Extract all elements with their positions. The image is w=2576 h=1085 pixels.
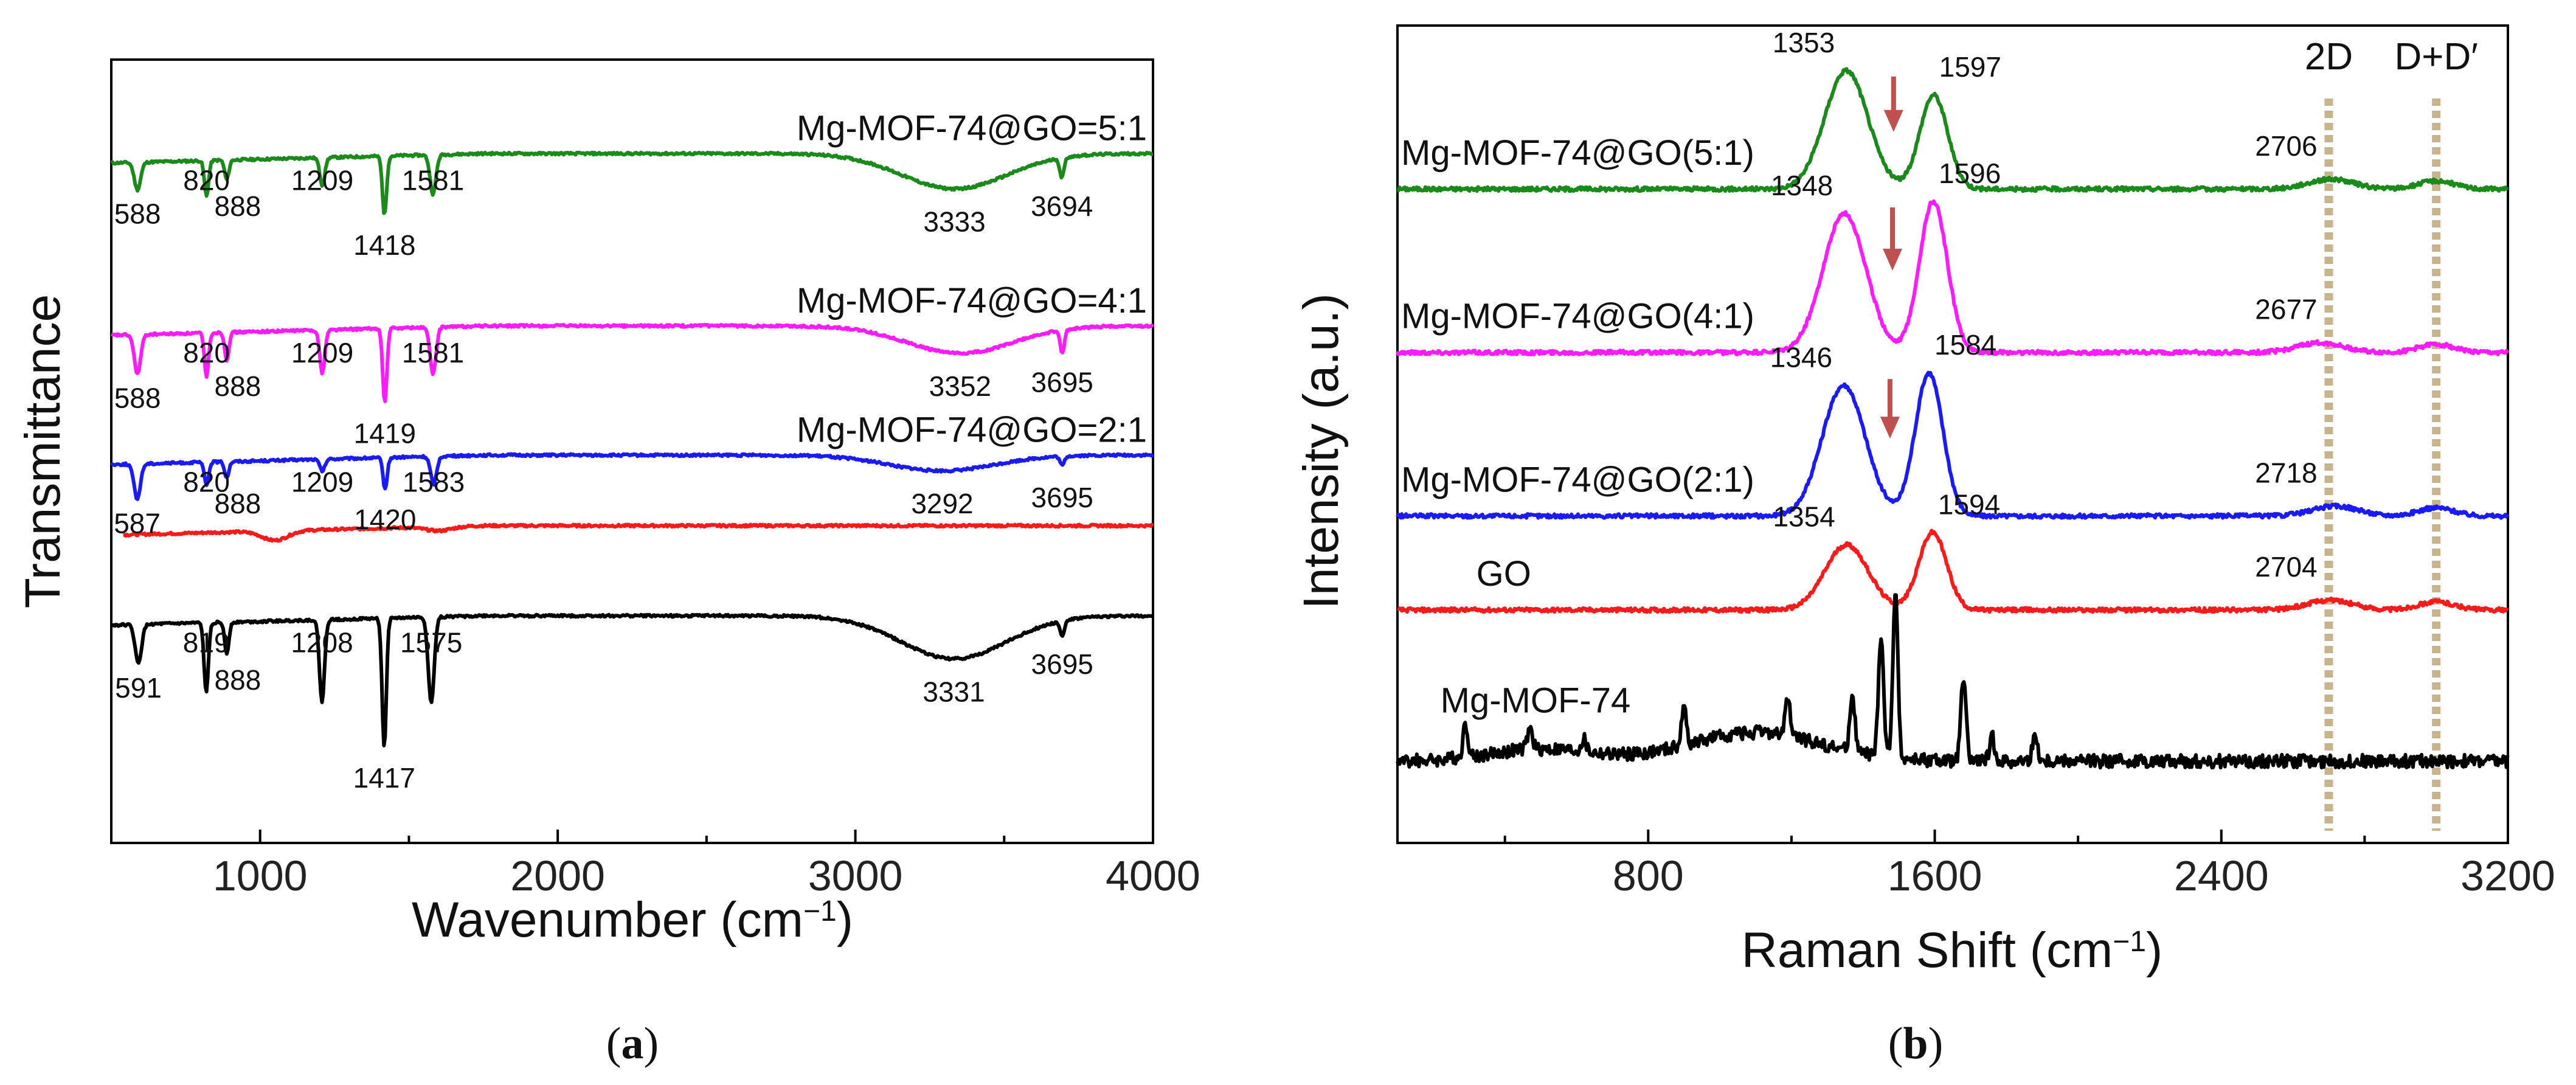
series-label-mg-mof-74-go-5-1: Mg-MOF-74@GO(5:1) [1401, 133, 1754, 173]
panel-a-x-tick-label: 4000 [1106, 852, 1200, 900]
series-line-go [1396, 529, 2509, 614]
panel-a-caption: (a) [606, 1019, 659, 1069]
arrow-indicator-head [1880, 417, 1900, 439]
series-label-mg-mof-74-go-2-1: Mg-MOF-74@GO=2:1 [797, 410, 1147, 449]
peak-label: 3695 [1031, 367, 1093, 398]
series-line-go [122, 522, 1155, 543]
peak-label: 3695 [1031, 648, 1093, 680]
panel-b-x-tick-label: 1600 [1888, 852, 1982, 900]
peak-label: 3331 [923, 676, 985, 707]
panel-b-caption: (b) [1888, 1019, 1943, 1069]
panel-a-ftir-chart: 1000 2000 3000 4000 Mg-MOF-74@GO=5:15888208… [15, 58, 1200, 1069]
panel-b-plot-frame [1396, 24, 2509, 844]
peak-label: 819 [183, 626, 230, 658]
peak-label: 3694 [1031, 190, 1093, 222]
peak-label: 1346 [1770, 341, 1832, 373]
series-label-go: GO [1477, 554, 1531, 594]
series-line-mg-mof-74-go-5-1 [110, 150, 1154, 215]
peak-label: 2706 [2255, 130, 2317, 162]
peak-label: 820 [183, 165, 230, 196]
series-line-mg-mof-74-go-4-1 [111, 323, 1155, 403]
peak-label: 1348 [1771, 170, 1833, 201]
peak-label: 888 [215, 664, 261, 696]
peak-label: 2677 [2255, 294, 2317, 325]
peak-label: 888 [215, 488, 261, 519]
series-label-mg-mof-74-go-4-1: Mg-MOF-74@GO=4:1 [797, 281, 1147, 321]
panel-a-plot-frame [110, 58, 1154, 844]
peak-label: 1418 [353, 229, 415, 261]
panel-b-y-axis-label: Intensity (a.u.) [1293, 293, 1349, 609]
panel-b-x-ticks: 800 1600 2400 3200 [1503, 830, 2555, 900]
panel-a-x-axis-label: Wavenumber (cm−1) [412, 892, 853, 948]
peak-label: 3333 [923, 206, 985, 238]
peak-label: 3695 [1031, 482, 1093, 513]
series-line-mg-mof-74-go-2-1 [1396, 370, 2510, 520]
peak-label: 3292 [911, 488, 973, 519]
series-line-mg-mof-74-go-5-1 [1396, 67, 2509, 193]
peak-label: 1419 [354, 417, 416, 449]
peak-label: 2704 [2255, 551, 2317, 583]
panel-b-x-tick-label: 800 [1613, 852, 1684, 900]
peak-label: 1209 [291, 337, 353, 369]
panel-a-x-ticks: 1000 2000 3000 4000 [213, 830, 1200, 900]
peak-label: 588 [114, 198, 161, 230]
panel-a-y-axis-label: Transmittance [15, 294, 71, 608]
peak-label: 2718 [2255, 457, 2317, 488]
peak-label: 1581 [402, 337, 464, 369]
series-label-mg-mof-74: Mg-MOF-74 [1441, 681, 1631, 721]
series-line-mg-mof-74-go-2-1 [110, 452, 1155, 501]
peak-label: 591 [115, 672, 162, 704]
panel-b-x-axis-label: Raman Shift (cm−1) [1742, 923, 2163, 978]
arrow-indicator-head [1883, 248, 1903, 271]
peak-label: 1354 [1773, 501, 1835, 532]
peak-label: 1208 [291, 626, 353, 658]
series-line-mg-mof-74-go-4-1 [1396, 199, 2510, 356]
peak-label: 1583 [403, 466, 465, 497]
peak-label: 820 [183, 337, 230, 369]
arrow-indicator-head [1883, 109, 1903, 132]
band-marker-label: 2D [2305, 36, 2353, 78]
peak-label: 1209 [291, 466, 353, 497]
series-label-mg-mof-74-go-4-1: Mg-MOF-74@GO(4:1) [1401, 297, 1754, 336]
panel-b-series [1396, 67, 2510, 770]
panel-a-labels: Mg-MOF-74@GO=5:1588820888120914181581333… [114, 109, 1147, 794]
peak-label: 588 [114, 382, 161, 414]
panel-a-x-tick-label: 3000 [808, 852, 903, 900]
peak-label: 1575 [400, 626, 462, 658]
series-label-mg-mof-74-go-5-1: Mg-MOF-74@GO=5:1 [797, 109, 1147, 148]
peak-label: 3352 [929, 370, 991, 402]
peak-label: 820 [183, 466, 230, 497]
band-marker-label: D+D′ [2394, 36, 2477, 78]
series-line-mg-mof-74 [1396, 593, 2510, 770]
peak-label: 1420 [354, 504, 416, 535]
series-label-mg-mof-74-go-2-1: Mg-MOF-74@GO(2:1) [1401, 460, 1754, 499]
panel-b-raman-chart: 2D D+D′ 800 1600 2400 3200 Mg-MOF-74@GO(5:1)… [1293, 24, 2555, 1069]
peak-label: 1581 [402, 165, 464, 196]
panel-b-x-tick-label: 2400 [2174, 852, 2269, 900]
panel-a-x-tick-label: 1000 [213, 852, 308, 900]
peak-label: 1584 [1934, 329, 1996, 361]
peak-label: 1209 [291, 165, 353, 196]
panel-b-x-tick-label: 3200 [2460, 852, 2555, 900]
panel-a-x-tick-label: 2000 [510, 852, 605, 900]
panel-a-series [110, 150, 1155, 747]
peak-label: 1597 [1939, 51, 2001, 83]
peak-label: 587 [114, 507, 161, 539]
peak-label: 1596 [1939, 158, 2001, 189]
peak-label: 888 [215, 190, 261, 222]
series-line-mg-mof-74 [110, 612, 1154, 747]
peak-label: 1594 [1938, 488, 2000, 520]
peak-label: 1353 [1773, 27, 1835, 58]
panel-b-labels: Mg-MOF-74@GO(5:1) 1353 1597 2706 Mg-MOF-74@G… [1401, 27, 2318, 721]
panel-b-band-markers: 2D D+D′ [2305, 36, 2478, 831]
peak-label: 888 [215, 370, 261, 402]
peak-label: 1417 [353, 762, 415, 794]
